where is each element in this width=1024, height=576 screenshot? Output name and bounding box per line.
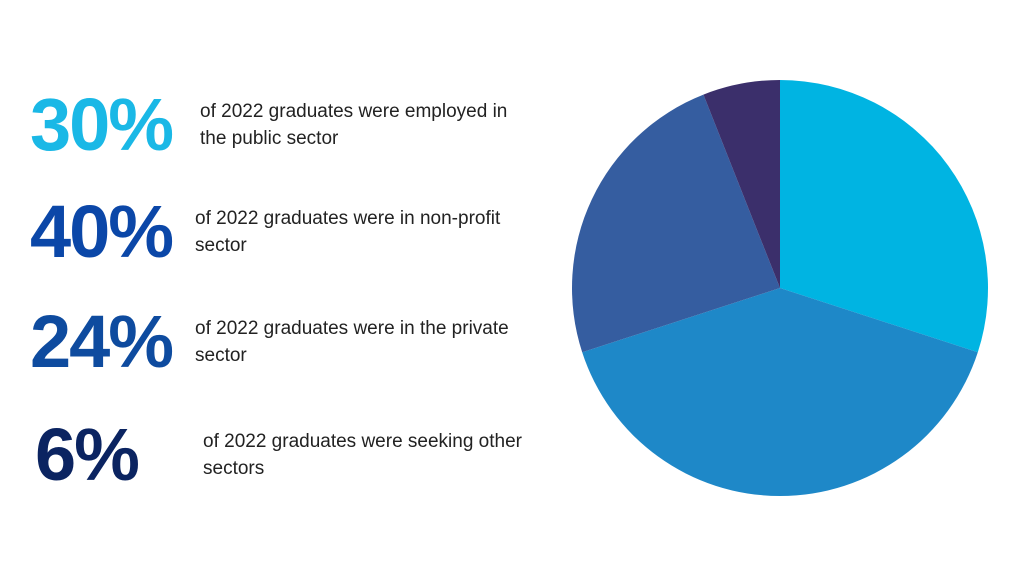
stat-value: 30%: [30, 83, 174, 166]
stat-row: 24% of 2022 graduates were in the private…: [30, 292, 525, 392]
pie-slice: [703, 80, 780, 288]
stat-description: of 2022 graduates were seeking other sec…: [203, 431, 522, 479]
stat-value: 40%: [30, 190, 174, 273]
stat-value: 6%: [35, 413, 140, 496]
pie-slice: [582, 288, 978, 497]
stat-value: 24%: [30, 300, 174, 383]
stat-row: 40% of 2022 graduates were in non-profit …: [30, 182, 525, 282]
pie-slice: [780, 80, 988, 353]
stat-description: of 2022 graduates were employed in the p…: [200, 101, 508, 149]
stat-row: 30% of 2022 graduates were employed in th…: [30, 75, 530, 175]
pie-slice: [572, 94, 780, 353]
stat-description: of 2022 graduates were in the private se…: [195, 318, 509, 366]
stat-row: 6% of 2022 graduates were seeking other s…: [35, 405, 533, 505]
stat-description: of 2022 graduates were in non-profit sec…: [195, 208, 501, 256]
